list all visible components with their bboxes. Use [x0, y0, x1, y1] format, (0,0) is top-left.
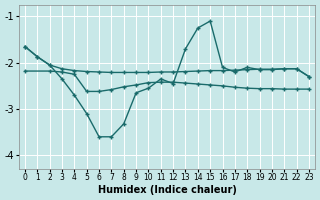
X-axis label: Humidex (Indice chaleur): Humidex (Indice chaleur) [98, 185, 236, 195]
